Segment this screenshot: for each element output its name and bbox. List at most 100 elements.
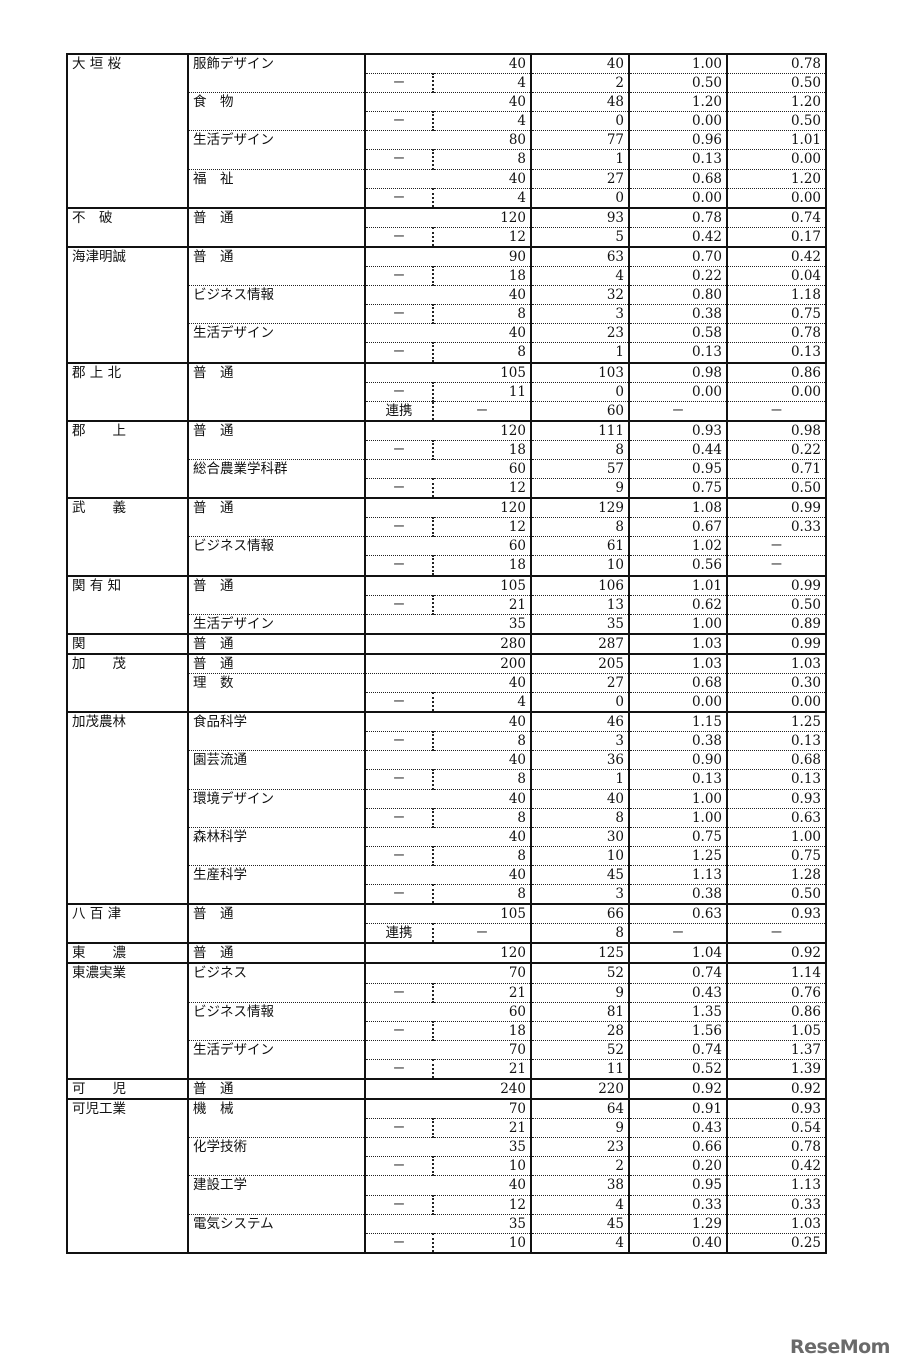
ratio: 0.42: [629, 226, 728, 247]
course-name: ビジネス情報: [188, 1001, 366, 1041]
applicants: 40: [531, 53, 630, 74]
previous-ratio: 0.42: [727, 245, 826, 267]
ratio: －: [629, 923, 728, 944]
table-row: 食 物 40 48 1.20 1.20: [67, 92, 826, 131]
course-name: 総合農業学科群: [188, 458, 366, 499]
ratio: 1.03: [629, 652, 728, 674]
subcategory-dash: －: [365, 439, 434, 460]
capacity: 90: [365, 245, 532, 267]
ratio: 1.03: [629, 632, 728, 654]
course-name: 普 通: [188, 361, 366, 421]
ratio: 0.38: [629, 731, 728, 751]
capacity: 120: [365, 206, 532, 228]
previous-ratio: 0.74: [727, 206, 826, 228]
subcategory-dash: －: [365, 342, 434, 363]
capacity: 120: [365, 942, 532, 964]
capacity: 8: [433, 884, 532, 905]
previous-ratio: 0.71: [727, 458, 826, 479]
table-row: 不 破普 通 120 93 0.78 0.74: [67, 206, 826, 247]
capacity: 60: [365, 1001, 532, 1022]
ratio: 0.56: [629, 555, 728, 576]
subcategory-dash: －: [365, 769, 434, 790]
school-name: 東 濃: [67, 942, 189, 964]
previous-ratio: 0.63: [727, 807, 826, 828]
resemom-logo: ReseMom: [790, 1336, 890, 1358]
table-row: 総合農業学科群 60 57 0.95 0.71: [67, 458, 826, 499]
table-row: 電気システム 35 45 1.29 1.03: [67, 1213, 826, 1253]
capacity: 70: [365, 1039, 532, 1060]
ratio: 1.08: [629, 497, 728, 518]
capacity: 70: [365, 1098, 532, 1119]
applicants: 81: [531, 1001, 630, 1022]
ratio: 0.62: [629, 594, 728, 615]
applicants: 30: [531, 826, 630, 847]
capacity: 40: [365, 788, 532, 809]
previous-ratio: 0.30: [727, 672, 826, 693]
previous-ratio: 0.99: [727, 497, 826, 518]
capacity: 8: [433, 731, 532, 751]
table-row: 八 百 津普 通 105 66 0.63 0.93: [67, 903, 826, 944]
table-row: 関普 通 280 287 1.03 0.99: [67, 632, 826, 654]
table-row: 理 数 40 27 0.68 0.30: [67, 672, 826, 713]
ratio: 0.13: [629, 769, 728, 790]
ratio: 0.44: [629, 439, 728, 460]
applicants: 8: [531, 923, 630, 944]
previous-ratio: 0.93: [727, 788, 826, 809]
ratio: 0.75: [629, 478, 728, 499]
applicants: 220: [531, 1077, 630, 1100]
previous-ratio: 1.39: [727, 1058, 826, 1079]
capacity: 40: [365, 168, 532, 189]
table-row: 可 児普 通 240 220 0.92 0.92: [67, 1077, 826, 1100]
previous-ratio: －: [727, 400, 826, 421]
course-name: 園芸流通: [188, 750, 366, 790]
table-row: ビジネス情報 60 61 1.02 －: [67, 536, 826, 576]
applicants: 5: [531, 226, 630, 247]
capacity: 120: [365, 419, 532, 441]
applicants: 38: [531, 1175, 630, 1196]
capacity: 18: [433, 266, 532, 286]
subcategory-dash: －: [365, 226, 434, 247]
subcategory-dash: －: [365, 731, 434, 751]
capacity: 21: [433, 1058, 532, 1079]
course-name: 電気システム: [188, 1213, 366, 1253]
table-row: 環境デザイン 40 40 1.00 0.93: [67, 788, 826, 828]
applicants: 0: [531, 381, 630, 402]
ratio: 1.01: [629, 574, 728, 596]
applicants: 9: [531, 982, 630, 1003]
table-row: － 4 0 0.00 0.00: [67, 187, 826, 208]
course-name: 食品科学: [188, 711, 366, 751]
capacity: 35: [365, 613, 532, 634]
applicants: 32: [531, 285, 630, 305]
ratio: 0.92: [629, 1077, 728, 1100]
previous-ratio: 0.99: [727, 632, 826, 654]
subcategory-dash: －: [365, 692, 434, 713]
subcategory-dash: －: [365, 381, 434, 402]
capacity: 40: [365, 750, 532, 770]
course-name: 福 祉: [188, 168, 366, 208]
applicants: 2: [531, 73, 630, 93]
table-row: － 8 3 0.38 0.13: [67, 731, 826, 751]
applicants: 0: [531, 111, 630, 131]
previous-ratio: 0.50: [727, 884, 826, 905]
table-row: 東 濃普 通 120 125 1.04 0.92: [67, 942, 826, 964]
table-row: 可児工業機 械 70 64 0.91 0.93: [67, 1098, 826, 1253]
subcategory-dash: －: [365, 594, 434, 615]
previous-ratio: 1.20: [727, 168, 826, 189]
table-row: 生活デザイン 70 52 0.74 1.37: [67, 1039, 826, 1079]
applicants: 45: [531, 1213, 630, 1234]
capacity: －: [433, 400, 532, 421]
previous-ratio: 1.14: [727, 962, 826, 983]
capacity: 21: [433, 1118, 532, 1138]
applicants: 23: [531, 323, 630, 343]
capacity: 280: [365, 632, 532, 654]
capacity: 40: [365, 285, 532, 305]
ratio: 1.29: [629, 1213, 728, 1234]
previous-ratio: 0.13: [727, 342, 826, 363]
applicants: 45: [531, 864, 630, 885]
course-name: 生活デザイン: [188, 323, 366, 363]
previous-ratio: 1.03: [727, 652, 826, 674]
ratio: 0.95: [629, 458, 728, 479]
previous-ratio: －: [727, 555, 826, 576]
table-row: － 12 9 0.75 0.50: [67, 478, 826, 499]
subcategory-dash: －: [365, 845, 434, 866]
